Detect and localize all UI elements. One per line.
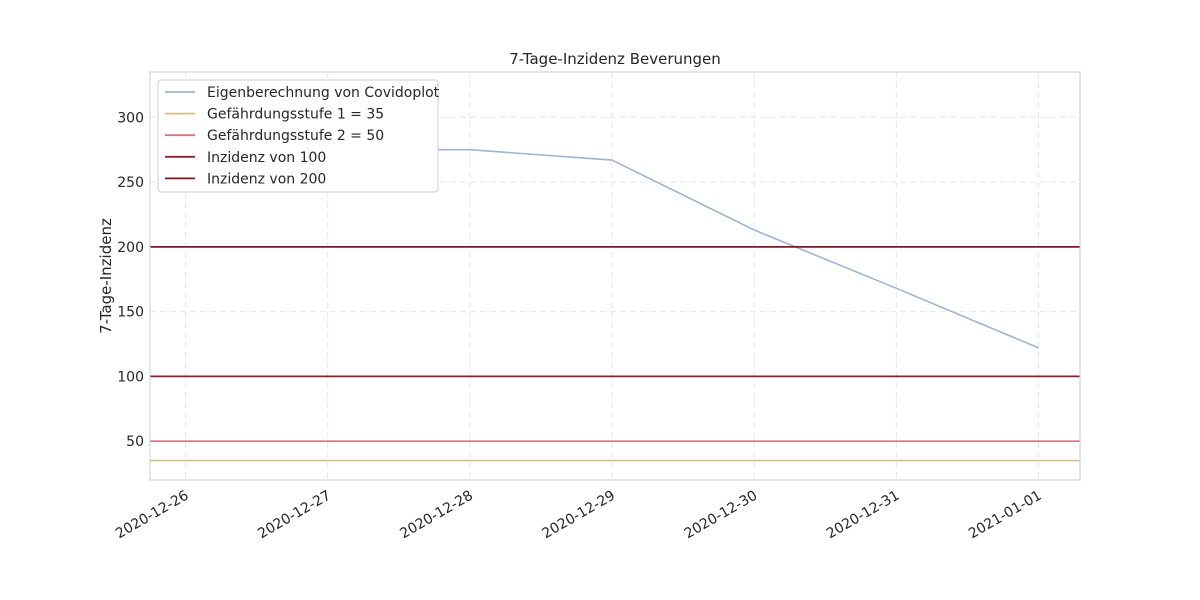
legend-entry: Inzidenz von 200 <box>207 171 326 187</box>
x-tick-label: 2020-12-27 <box>255 488 333 543</box>
y-axis-label: 7-Tage-Inzidenz <box>97 218 115 334</box>
legend-entry: Inzidenz von 100 <box>207 150 326 166</box>
x-axis: 2020-12-26 2020-12-27 2020-12-28 2020-12-29… <box>113 488 1044 543</box>
x-tick-label: 2020-12-26 <box>113 488 192 543</box>
chart-title: 7-Tage-Inzidenz Beverungen <box>509 50 721 68</box>
y-axis: 50 100 150 200 250 300 <box>117 110 144 450</box>
x-tick-label: 2020-12-30 <box>682 488 760 543</box>
x-tick-label: 2020-12-29 <box>540 488 618 543</box>
y-tick-label: 300 <box>117 110 144 126</box>
legend: Eigenberechnung von Covidoplot Gefährdung… <box>157 79 440 193</box>
y-tick-label: 100 <box>117 369 144 385</box>
y-tick-label: 250 <box>117 175 144 191</box>
plot-frame <box>149 71 1081 481</box>
series-layer <box>150 148 1080 462</box>
x-tick-label: 2021-01-01 <box>966 488 1044 543</box>
y-tick-label: 200 <box>117 240 144 256</box>
y-tick-label: 150 <box>117 305 144 321</box>
y-tick-label: 50 <box>126 434 144 450</box>
legend-box <box>157 79 439 193</box>
x-tick-label: 2020-12-28 <box>397 488 475 543</box>
legend-entry: Gefährdungsstufe 2 = 50 <box>207 128 384 144</box>
legend-entry: Eigenberechnung von Covidoplot <box>207 85 440 101</box>
x-tick-label: 2020-12-31 <box>824 488 902 543</box>
legend-entry: Gefährdungsstufe 1 = 35 <box>207 107 384 123</box>
